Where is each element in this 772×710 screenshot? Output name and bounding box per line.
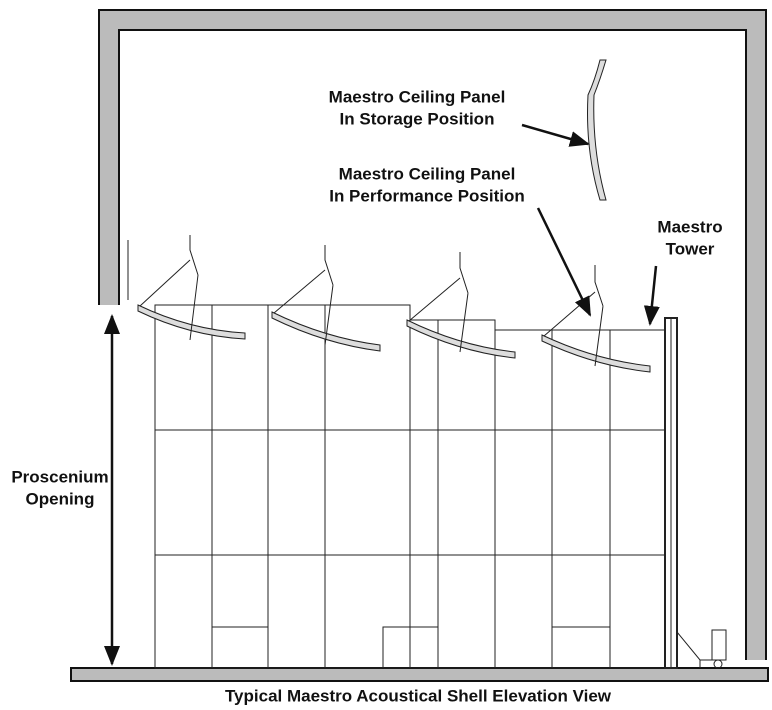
shell-towers xyxy=(154,304,727,669)
ceiling-panels xyxy=(127,59,651,373)
performance-label: In Performance Position xyxy=(329,186,525,205)
walls xyxy=(70,9,769,682)
proscenium-label: Opening xyxy=(26,489,95,508)
proscenium-label: Proscenium xyxy=(11,467,108,486)
tower-label: Tower xyxy=(666,239,715,258)
tower-label: Maestro xyxy=(657,217,722,236)
arrows xyxy=(104,123,660,666)
performance-label: Maestro Ceiling Panel xyxy=(339,164,516,183)
storage-label: Maestro Ceiling Panel xyxy=(329,87,506,106)
storage-label: In Storage Position xyxy=(340,109,495,128)
caption: Typical Maestro Acoustical Shell Elevati… xyxy=(225,686,612,705)
